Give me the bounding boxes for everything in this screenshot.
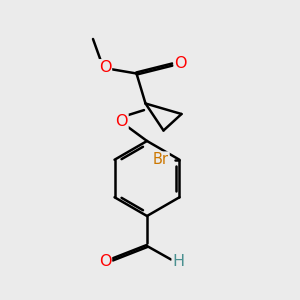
Text: O: O [99,254,111,268]
Text: O: O [174,56,187,70]
Text: O: O [115,114,128,129]
Text: H: H [172,254,184,268]
Text: O: O [99,60,111,75]
Text: Br: Br [153,152,169,167]
